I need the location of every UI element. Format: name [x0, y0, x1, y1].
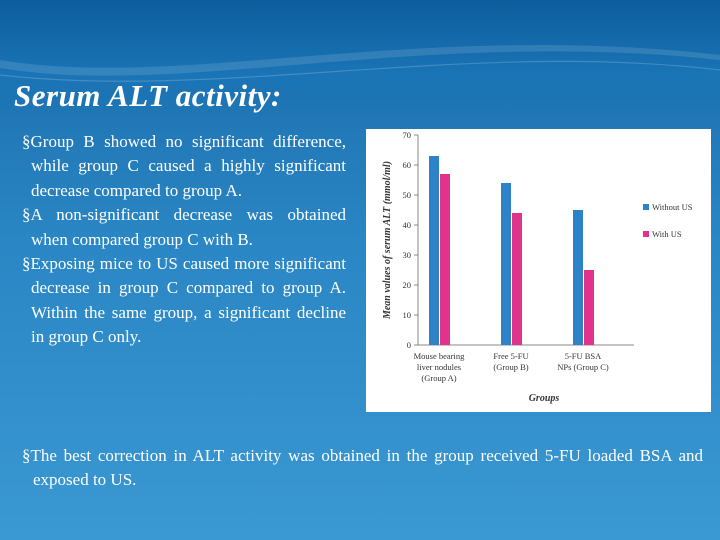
x-category-label: 5-FU BSA	[565, 351, 602, 361]
bar-without-us	[429, 156, 439, 345]
bar-with-us	[512, 213, 522, 345]
header-swoosh	[0, 44, 720, 82]
y-tick-label: 70	[403, 130, 412, 140]
slide-title: Serum ALT activity:	[14, 78, 282, 113]
legend-swatch	[643, 231, 649, 237]
chart-panel: 0 10 20 30 40 50 60 70 Mean values of serum ALT …	[366, 129, 711, 412]
bullet-item-2: §A non-significant decrease was obtained…	[22, 205, 346, 249]
x-category-label: NPs (Group C)	[557, 362, 609, 372]
y-tick-label: 60	[403, 160, 412, 170]
y-tick-label: 20	[403, 280, 412, 290]
header-band	[0, 0, 720, 125]
bar-without-us	[573, 210, 583, 345]
x-axis-title: Groups	[529, 393, 560, 404]
bullet-item-1: §Group B showed no significant differenc…	[22, 132, 346, 200]
bar-with-us	[440, 174, 450, 345]
legend-swatch	[643, 204, 649, 210]
x-category-label: (Group B)	[493, 362, 528, 372]
y-tick-label: 50	[403, 190, 412, 200]
y-tick-label: 30	[403, 250, 412, 260]
bullet-item-3: §Exposing mice to US caused more signifi…	[22, 254, 346, 347]
legend-label: With US	[652, 229, 682, 239]
x-category-label: liver nodules	[417, 362, 461, 372]
alt-bar-chart: 0 10 20 30 40 50 60 70 Mean values of serum ALT …	[382, 130, 693, 404]
legend-label: Without US	[652, 202, 693, 212]
bar-with-us	[584, 270, 594, 345]
x-category-label: Free 5-FU	[493, 351, 528, 361]
bottom-bullet: §The best correction in ALT activity was…	[22, 446, 703, 489]
y-tick-label: 10	[403, 310, 412, 320]
y-tick-label: 40	[403, 220, 412, 230]
x-category-label: (Group A)	[421, 373, 456, 383]
y-axis-title: Mean values of serum ALT (mmol/ml)	[382, 161, 393, 320]
bullet-list: §Group B showed no significant differenc…	[22, 130, 346, 350]
x-category-label: Mouse bearing	[414, 351, 466, 361]
y-tick-label: 0	[407, 340, 411, 350]
bar-without-us	[501, 183, 511, 345]
